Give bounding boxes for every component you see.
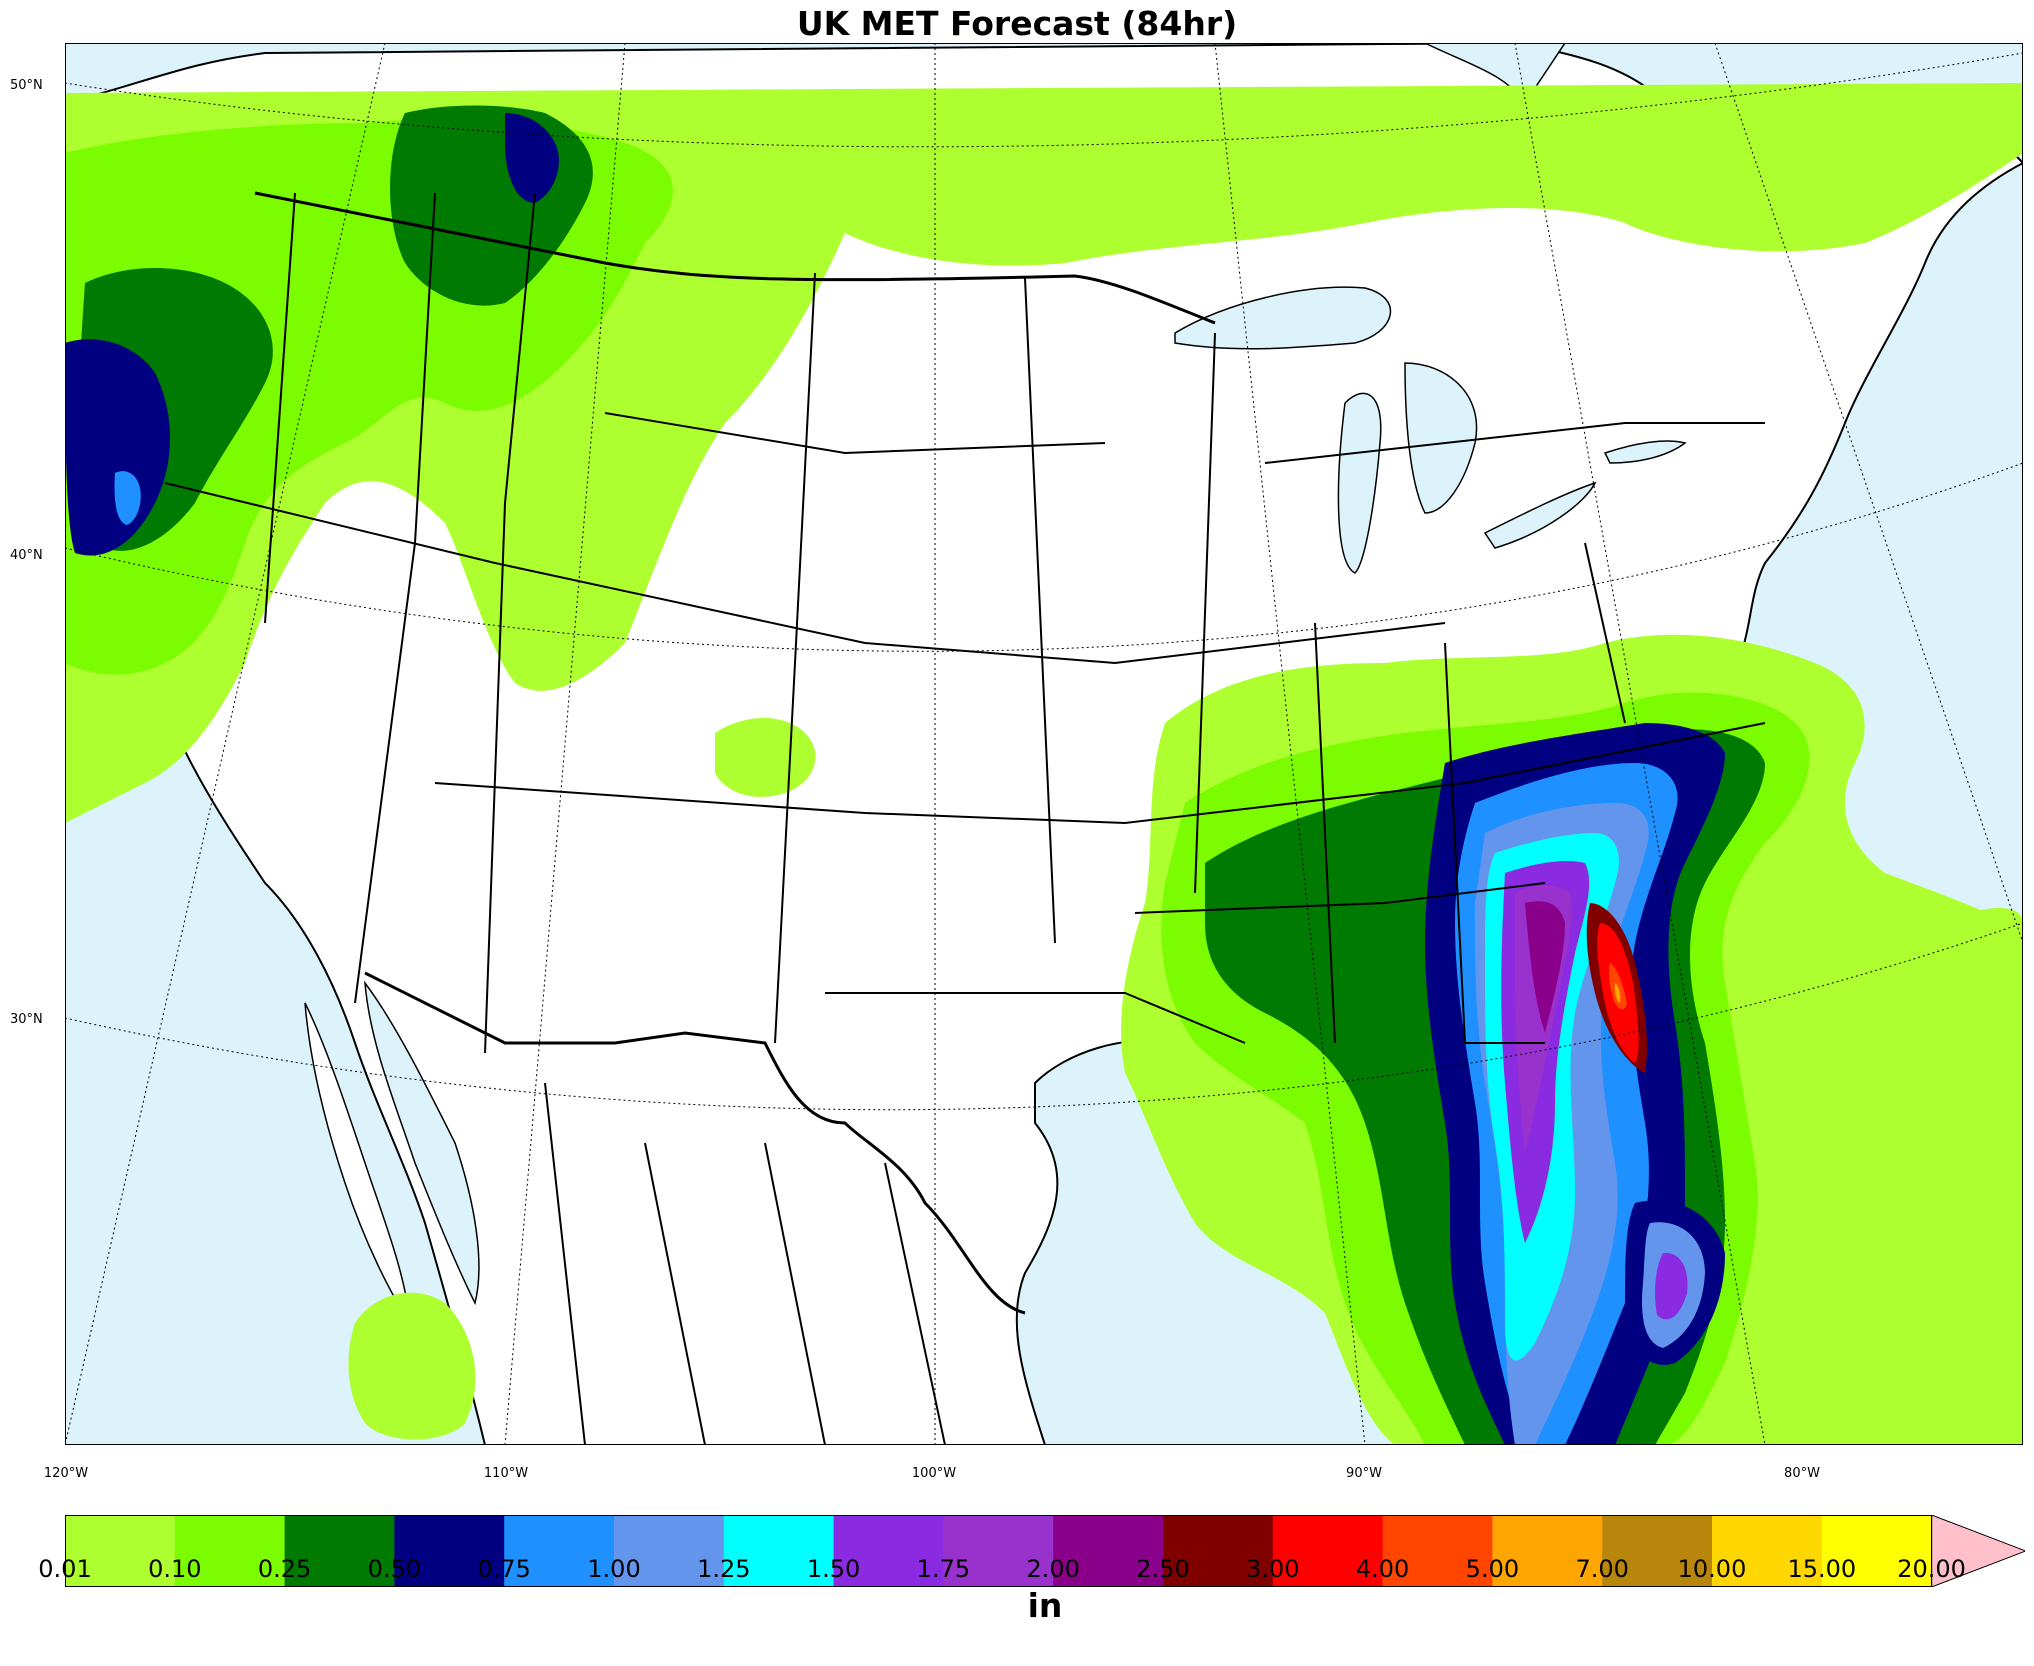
lon-line-90 bbox=[1214, 43, 1366, 1445]
lon-label-120: 120°W bbox=[43, 1466, 89, 1481]
mexico-state-3 bbox=[764, 1142, 826, 1445]
mexico-border bbox=[364, 971, 1026, 1315]
map-title: UK MET Forecast (84hr) bbox=[796, 4, 1238, 43]
lake-erie bbox=[1483, 481, 1597, 549]
borders bbox=[164, 191, 1766, 1445]
colorbar-tick-label: 15.00 bbox=[1787, 1555, 1857, 1583]
colorbar-segment bbox=[1712, 1515, 1823, 1587]
state-line-7 bbox=[164, 482, 1446, 665]
state-line-12 bbox=[1444, 642, 1545, 1044]
colorbar-unit: in bbox=[1027, 1586, 1063, 1625]
canada-border bbox=[254, 191, 1216, 325]
colorbar-tick-label: 3.00 bbox=[1246, 1555, 1300, 1583]
map-frame bbox=[65, 43, 2023, 1445]
state-line-1 bbox=[264, 192, 296, 624]
colorbar-segment bbox=[1602, 1515, 1713, 1587]
state-line-13 bbox=[1314, 622, 1336, 1044]
precip-fl-1.50 bbox=[1655, 1252, 1688, 1320]
precip-fields bbox=[65, 83, 2023, 1445]
state-line-8 bbox=[434, 722, 1766, 825]
mexico-state-1 bbox=[544, 1082, 586, 1445]
colorbar-tick-label: 0.01 bbox=[38, 1555, 92, 1583]
colorbar bbox=[65, 1515, 2025, 1587]
colorbar-outline bbox=[65, 1515, 1933, 1587]
precip-atl-1 bbox=[1945, 908, 2023, 1006]
precip-se-4.00 bbox=[1609, 963, 1627, 1010]
lon-line-70 bbox=[1714, 43, 2023, 944]
state-line-11 bbox=[1134, 882, 1546, 914]
lat-label-40: 40°N bbox=[10, 548, 43, 563]
lon-line-80 bbox=[1514, 43, 1766, 1445]
colorbar-tick-label: 0.50 bbox=[367, 1555, 422, 1583]
colorbar-segment bbox=[174, 1515, 286, 1587]
precip-atl-2 bbox=[1805, 1208, 1996, 1287]
colorbar-segment bbox=[723, 1515, 835, 1587]
colorbar-segment bbox=[1163, 1515, 1274, 1587]
colorbar-segment bbox=[284, 1515, 395, 1587]
lake-huron bbox=[1404, 362, 1478, 514]
colorbar-tick-label: 10.00 bbox=[1677, 1555, 1747, 1583]
lon-label-80: 80°W bbox=[1784, 1466, 1820, 1481]
precip-north-0.50b bbox=[505, 113, 559, 203]
precip-north-0.75 bbox=[114, 471, 141, 525]
colorbar-tick-label: 1.00 bbox=[587, 1555, 641, 1583]
lon-label-100: 100°W bbox=[911, 1466, 957, 1481]
colorbar-tick-label: 1.50 bbox=[806, 1555, 861, 1583]
colorbar-tick-label: 1.75 bbox=[916, 1555, 971, 1583]
state-line-5 bbox=[1024, 277, 1056, 944]
state-line-15 bbox=[1264, 422, 1765, 464]
state-line-14 bbox=[1584, 542, 1626, 724]
mexico-state-2 bbox=[644, 1142, 706, 1445]
lat-label-50: 50°N bbox=[10, 78, 43, 93]
colorbar-tick-label: 5.00 bbox=[1465, 1555, 1520, 1583]
precip-baja bbox=[348, 1292, 476, 1440]
colorbar-tick-label: 0.10 bbox=[148, 1555, 202, 1583]
colorbar-tick-label: 2.00 bbox=[1026, 1555, 1080, 1583]
state-line-3 bbox=[484, 192, 536, 1054]
colorbar-segment bbox=[1382, 1515, 1493, 1587]
colorbar-segment bbox=[1492, 1515, 1603, 1587]
colorbar-tick-label: 2.50 bbox=[1136, 1555, 1190, 1583]
lat-line-50 bbox=[65, 52, 2023, 148]
state-line-10 bbox=[825, 992, 1246, 1044]
lake-ontario bbox=[1603, 440, 1687, 464]
colorbar-tick-label: 7.00 bbox=[1575, 1555, 1629, 1583]
colorbar-segment bbox=[943, 1515, 1054, 1587]
precipitation-map bbox=[65, 43, 2023, 1445]
lat-label-30: 30°N bbox=[10, 1012, 43, 1027]
colorbar-segment bbox=[1272, 1515, 1384, 1587]
lat-line-30 bbox=[65, 922, 2023, 1111]
lon-label-110: 110°W bbox=[483, 1466, 529, 1481]
colorbar-segment bbox=[394, 1515, 505, 1587]
lon-label-90: 90°W bbox=[1346, 1466, 1382, 1481]
state-line-9 bbox=[604, 412, 1106, 455]
colorbar-tick-label: 4.00 bbox=[1355, 1555, 1410, 1583]
gulf-of-california bbox=[364, 980, 480, 1306]
state-line-6 bbox=[1194, 332, 1216, 894]
colorbar-tick-label: 0.25 bbox=[257, 1555, 312, 1583]
colorbar-segment bbox=[833, 1515, 944, 1587]
colorbar-segment bbox=[504, 1515, 615, 1587]
colorbar-segment bbox=[1053, 1515, 1164, 1587]
precip-north-0.50 bbox=[65, 339, 170, 556]
lat-line-40 bbox=[65, 462, 2023, 652]
state-line-4 bbox=[774, 272, 816, 1044]
colorbar-segment bbox=[1821, 1515, 1933, 1587]
colorbar-segment bbox=[614, 1515, 725, 1587]
graticule bbox=[65, 43, 2023, 1445]
lake-michigan bbox=[1337, 392, 1382, 574]
colorbar-tick-label: 1.25 bbox=[697, 1555, 751, 1583]
precip-se-2.00 bbox=[1525, 901, 1565, 1033]
colorbar-tick-label: 0.75 bbox=[477, 1555, 531, 1583]
precip-se-5.00 bbox=[1614, 983, 1621, 1003]
colorbar-segment bbox=[65, 1515, 176, 1587]
lake-superior bbox=[1174, 286, 1392, 350]
colorbar-tick-label: 20.00 bbox=[1897, 1555, 1966, 1583]
